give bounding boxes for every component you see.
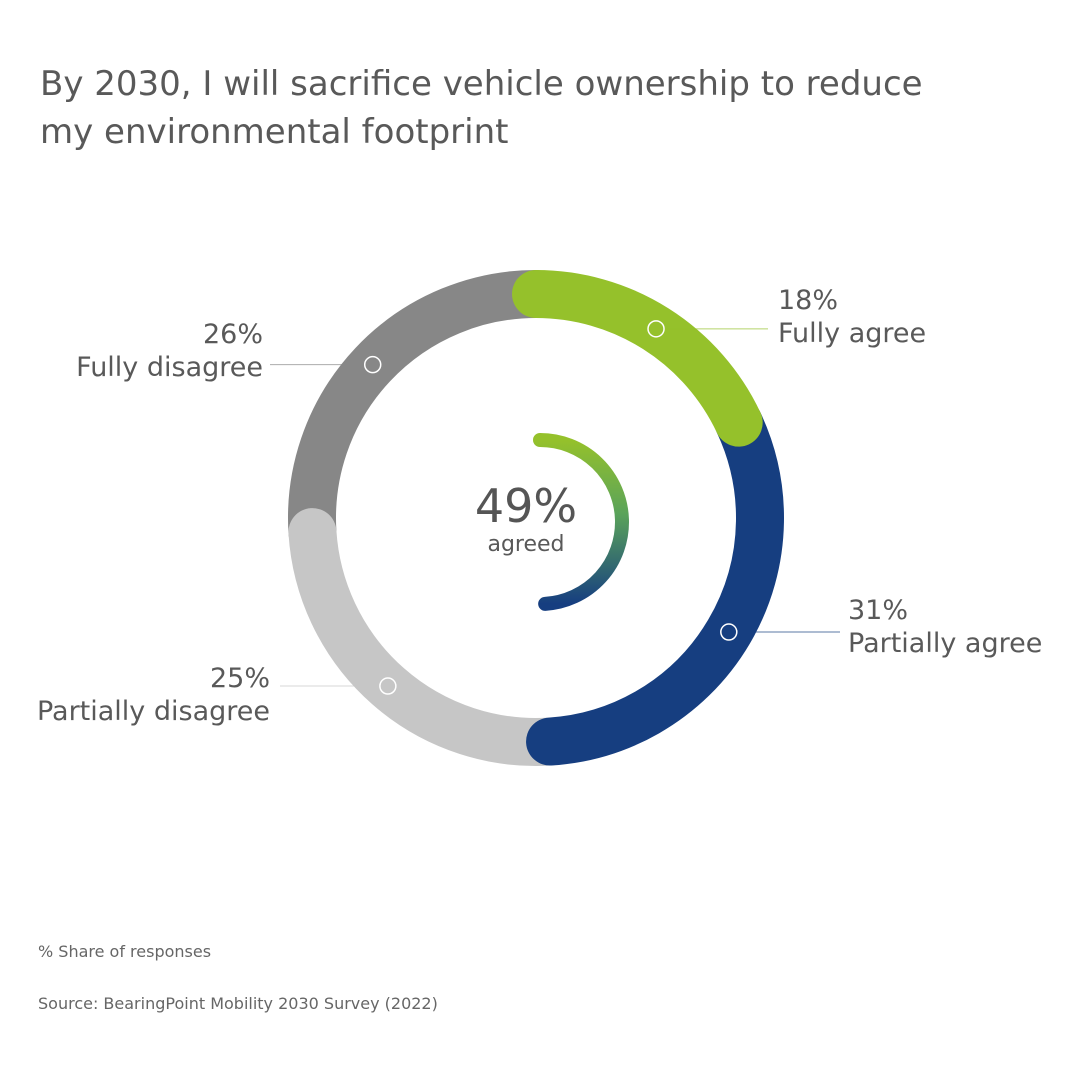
label-partially-agree: 31% Partially agree [848,594,1042,660]
slice-value: 25% [209,663,270,694]
slice-marker [720,623,738,641]
slice-value: 26% [202,319,263,350]
slice-value: 18% [778,285,839,316]
center-agreed-arc [533,433,629,611]
slice-value: 31% [848,595,909,626]
chart-title: By 2030, I will sacrifice vehicle owners… [40,64,923,152]
slice-label: Fully disagree [76,352,263,383]
slice-marker [647,320,665,338]
unit-note: % Share of responses [38,942,212,961]
slice-label: Partially disagree [36,696,270,727]
center-summary: 49% agreed [436,480,616,558]
slice-marker [363,355,382,374]
label-fully-disagree: 26% Fully disagree [20,318,263,384]
center-value: 49% [474,479,578,533]
label-partially-disagree: 25% Partially disagree [20,662,270,728]
center-caption: agreed [487,532,565,557]
donut-slice-partially-agree [526,398,784,766]
label-fully-agree: 18% Fully agree [778,284,926,350]
donut-slice-partially-disagree [288,508,575,766]
slice-marker [379,677,397,695]
donut-slice-fully-agree [512,270,763,447]
source-note: Source: BearingPoint Mobility 2030 Surve… [38,994,438,1013]
slice-label: Fully agree [778,318,927,349]
slice-label: Partially agree [848,628,1043,659]
